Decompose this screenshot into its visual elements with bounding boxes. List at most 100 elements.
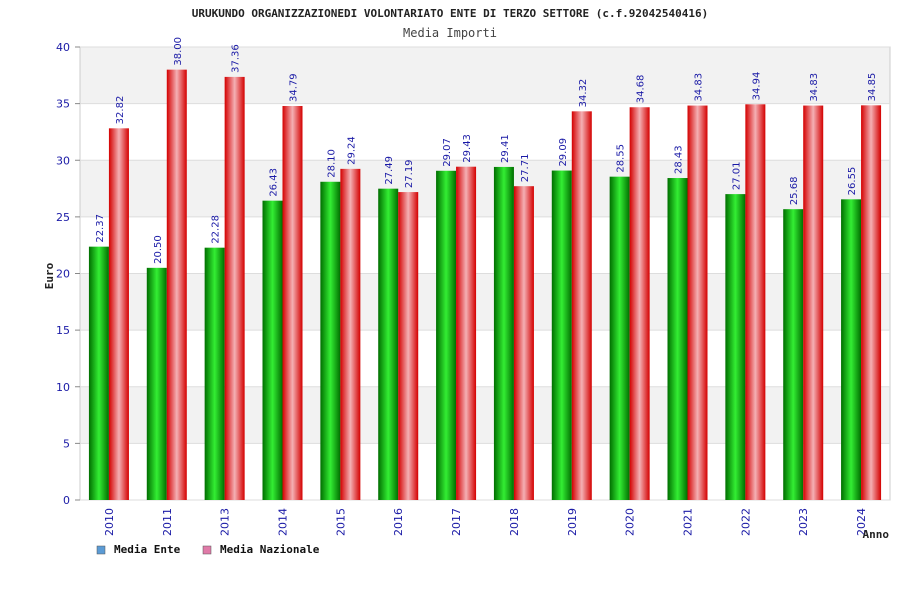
legend-swatch-ente bbox=[96, 545, 106, 555]
data-label: 34.32 bbox=[578, 79, 589, 108]
data-label: 20.50 bbox=[153, 235, 164, 264]
plot-band bbox=[80, 216, 890, 274]
data-label: 34.83 bbox=[694, 73, 705, 102]
bar-media-nazionale bbox=[513, 186, 534, 500]
bar-media-ente bbox=[88, 246, 109, 500]
y-tick-label: 20 bbox=[56, 268, 70, 281]
legend-label-ente: Media Ente bbox=[114, 543, 181, 556]
x-tick-label: 2024 bbox=[855, 508, 868, 536]
y-tick-label: 35 bbox=[56, 98, 70, 111]
x-tick-label: 2011 bbox=[161, 508, 174, 536]
x-tick-label: 2017 bbox=[450, 508, 463, 536]
bar-media-nazionale bbox=[108, 128, 129, 500]
legend: Media Ente Media Nazionale bbox=[96, 543, 320, 556]
data-label: 22.37 bbox=[95, 214, 106, 243]
y-axis-ticks: 0 5 10 15 20 25 30 35 40 bbox=[56, 41, 80, 507]
y-tick-label: 40 bbox=[56, 41, 70, 54]
bar-media-nazionale bbox=[456, 166, 477, 500]
bar-media-ente bbox=[667, 178, 688, 500]
data-label: 28.43 bbox=[674, 145, 685, 174]
data-label: 34.79 bbox=[289, 73, 300, 102]
data-label: 27.71 bbox=[520, 154, 531, 183]
data-label: 27.49 bbox=[384, 156, 395, 185]
x-tick-label: 2010 bbox=[103, 508, 116, 536]
data-label: 27.01 bbox=[731, 161, 742, 190]
bar-media-ente bbox=[493, 166, 514, 500]
x-tick-label: 2022 bbox=[739, 508, 752, 536]
chart-subtitle: Media Importi bbox=[403, 26, 497, 40]
data-label: 29.09 bbox=[558, 138, 569, 167]
legend-swatch-nazionale bbox=[202, 545, 212, 555]
data-label: 26.55 bbox=[847, 167, 858, 196]
data-label: 37.36 bbox=[231, 44, 242, 73]
bar-media-nazionale bbox=[166, 69, 187, 501]
bar-media-ente bbox=[725, 194, 746, 500]
data-label: 34.68 bbox=[636, 75, 647, 104]
bar-media-nazionale bbox=[571, 111, 592, 501]
data-label: 32.82 bbox=[115, 96, 126, 125]
bar-media-nazionale bbox=[340, 168, 361, 500]
plot-band bbox=[80, 160, 890, 217]
data-label: 28.10 bbox=[326, 149, 337, 178]
data-label: 25.68 bbox=[789, 177, 800, 206]
data-label: 29.24 bbox=[346, 136, 357, 165]
plot-band bbox=[80, 386, 890, 444]
data-label: 34.85 bbox=[867, 73, 878, 102]
data-label: 27.19 bbox=[404, 159, 415, 188]
bar-media-ente bbox=[841, 199, 862, 501]
y-axis-label: Euro bbox=[43, 262, 56, 289]
x-tick-label: 2023 bbox=[797, 508, 810, 536]
data-labels: 22.37 32.82 20.50 38.00 22.28 37.36 26.43 34.79… bbox=[95, 37, 878, 264]
bar-media-nazionale bbox=[861, 105, 882, 500]
bar-media-nazionale bbox=[687, 105, 708, 501]
bar-media-nazionale bbox=[398, 192, 419, 501]
x-tick-label: 2015 bbox=[334, 508, 347, 536]
plot-band bbox=[80, 103, 890, 161]
plot-band bbox=[80, 330, 890, 387]
x-axis-ticks: 2010 2011 2013 2014 2015 2016 2017 2018 2019 2020… bbox=[103, 508, 868, 536]
plot-band bbox=[80, 47, 890, 104]
x-tick-label: 2013 bbox=[219, 508, 232, 536]
bar-media-ente bbox=[378, 188, 399, 500]
y-tick-label: 25 bbox=[56, 211, 70, 224]
bar-media-ente bbox=[146, 267, 167, 500]
data-label: 34.94 bbox=[751, 72, 762, 101]
bar-media-ente bbox=[262, 200, 283, 501]
data-label: 38.00 bbox=[173, 37, 184, 66]
plot-band bbox=[80, 443, 890, 500]
bar-media-ente bbox=[436, 170, 457, 500]
bar-media-ente bbox=[204, 247, 225, 500]
bars bbox=[88, 69, 882, 501]
x-tick-label: 2018 bbox=[508, 508, 521, 536]
x-tick-label: 2014 bbox=[277, 508, 290, 536]
y-tick-label: 15 bbox=[56, 324, 70, 337]
data-label: 34.83 bbox=[809, 73, 820, 102]
x-tick-label: 2016 bbox=[392, 508, 405, 536]
bar-media-ente bbox=[551, 170, 572, 500]
bar-media-nazionale bbox=[224, 76, 245, 500]
x-tick-label: 2021 bbox=[682, 508, 695, 536]
x-tick-label: 2020 bbox=[624, 508, 637, 536]
data-label: 29.41 bbox=[500, 134, 511, 163]
bar-media-nazionale bbox=[629, 107, 650, 501]
data-label: 26.43 bbox=[269, 168, 280, 197]
bar-media-nazionale bbox=[803, 105, 824, 501]
bar-media-nazionale bbox=[282, 106, 303, 501]
data-label: 29.43 bbox=[462, 134, 473, 163]
y-tick-label: 0 bbox=[63, 494, 70, 507]
bar-media-ente bbox=[783, 209, 804, 500]
plot-band bbox=[80, 273, 890, 331]
y-tick-label: 30 bbox=[56, 154, 70, 167]
x-axis-label: Anno bbox=[863, 528, 890, 541]
bar-media-ente bbox=[320, 181, 341, 500]
bar-media-nazionale bbox=[745, 104, 766, 500]
chart-title: URUKUNDO ORGANIZZAZIONEDI VOLONTARIATO E… bbox=[192, 7, 709, 20]
bar-media-ente bbox=[609, 176, 630, 500]
x-tick-label: 2019 bbox=[566, 508, 579, 536]
y-tick-label: 10 bbox=[56, 381, 70, 394]
legend-label-nazionale: Media Nazionale bbox=[220, 543, 320, 556]
data-label: 29.07 bbox=[442, 138, 453, 167]
y-tick-label: 5 bbox=[63, 437, 70, 450]
data-label: 22.28 bbox=[211, 215, 222, 244]
